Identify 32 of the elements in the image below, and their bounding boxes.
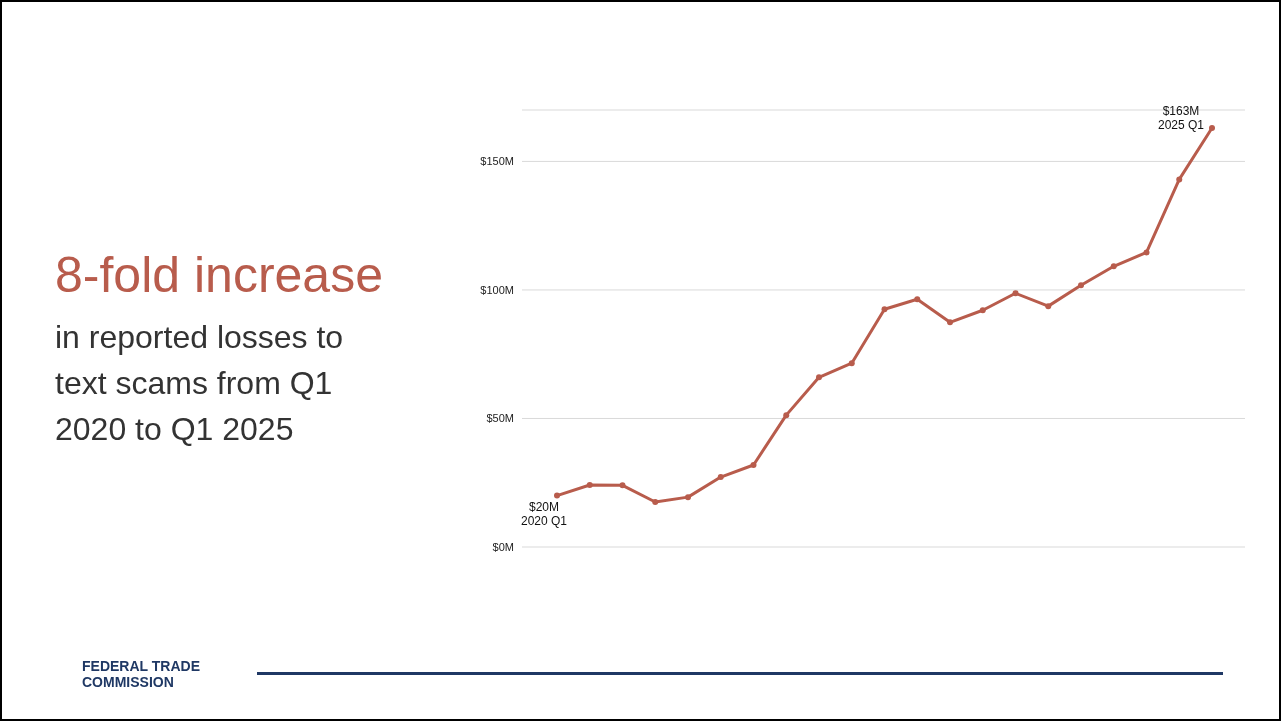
point xyxy=(586,482,593,489)
point xyxy=(652,499,659,506)
point xyxy=(848,360,855,367)
point xyxy=(816,374,822,381)
data-label: $20M xyxy=(528,499,560,514)
point xyxy=(914,296,921,303)
point xyxy=(750,462,757,468)
y-tick-label: $100M xyxy=(480,283,514,296)
y-tick-label: $0M xyxy=(492,540,514,553)
text: in reported losses to text scams from Q1 2020 to Q1 2025 xyxy=(55,318,345,449)
y-tick-label: $50M xyxy=(486,412,514,425)
annotation: 2025 Q1 xyxy=(1157,117,1205,132)
text: FEDERAL TRADE COMMISSION xyxy=(82,658,201,690)
point xyxy=(717,474,724,481)
point xyxy=(881,306,888,313)
point xyxy=(1012,290,1019,297)
point xyxy=(1209,124,1215,131)
point xyxy=(619,482,626,489)
point xyxy=(1176,176,1183,183)
text: 8-fold increase xyxy=(55,246,383,304)
point xyxy=(1045,303,1052,310)
point xyxy=(979,307,986,314)
point xyxy=(1110,263,1117,270)
point xyxy=(1143,249,1150,256)
annotation: 2020 Q1 xyxy=(520,513,568,528)
data-label: $163M xyxy=(1162,103,1200,118)
point xyxy=(685,494,691,501)
point xyxy=(783,412,790,419)
point xyxy=(1078,282,1084,289)
point xyxy=(947,319,953,326)
point xyxy=(554,492,560,499)
y-tick-label: $150M xyxy=(480,155,514,168)
